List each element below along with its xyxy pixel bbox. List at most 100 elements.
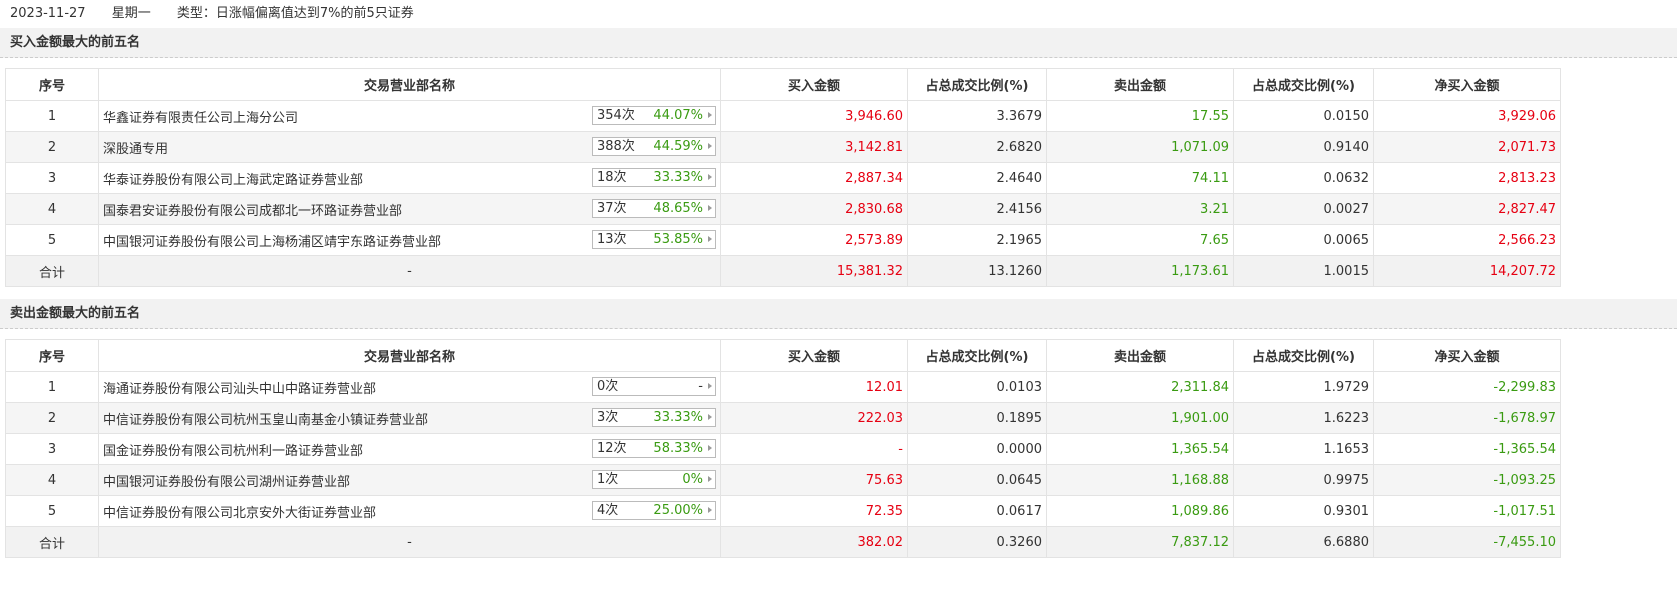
value-cell: 0.0150 — [1233, 100, 1374, 132]
broker-name: 深股通专用 — [103, 141, 169, 157]
win-ratio: 25.00% — [653, 503, 703, 518]
listing-count: 354次 — [597, 108, 635, 123]
rank: 1 — [5, 371, 99, 403]
column-header: 卖出金额 — [1046, 339, 1234, 372]
value-cell: 0.9301 — [1233, 495, 1374, 527]
broker-name-cell: 深股通专用 388次 44.59% — [98, 131, 721, 163]
info-bar: 2023-11-27 星期一 类型：日涨幅偏离值达到7%的前5只证券 — [0, 0, 1677, 28]
header-row: 序号 交易营业部名称 买入金额 占总成交比例(%) 卖出金额 占总成交比例(%) 净买入金额 — [5, 68, 1561, 101]
tables: 买入金额最大的前五名 序号 交易营业部名称 买入金额 占总成交比例(%) 卖出金额 占总成交… — [0, 28, 1677, 570]
stats-badge[interactable]: 388次 44.59% — [592, 137, 716, 156]
value-cell: 1,365.54 — [1046, 433, 1234, 465]
arrow — [708, 143, 712, 149]
date: 2023-11-27 — [10, 6, 86, 21]
stats-badge[interactable]: 13次 53.85% — [592, 230, 716, 249]
column-header: 净买入金额 — [1373, 339, 1561, 372]
value-cell: 2,071.73 — [1373, 131, 1561, 163]
listing-count: 12次 — [597, 441, 627, 456]
arrow — [708, 445, 712, 451]
column-header: 净买入金额 — [1373, 68, 1561, 101]
total-cell: 14,207.72 — [1373, 255, 1561, 287]
listing-count: 18次 — [597, 170, 627, 185]
value-cell: 3,142.81 — [720, 131, 908, 163]
broker-name: 中国银河证券股份有限公司湖州证券营业部 — [103, 474, 351, 490]
stats-badge[interactable]: 1次 0% — [592, 470, 716, 489]
total-cell: 1,173.61 — [1046, 255, 1234, 287]
value-cell: 2.4156 — [907, 193, 1047, 225]
listing-count: 4次 — [597, 503, 619, 518]
value-cell: 3.3679 — [907, 100, 1047, 132]
value-cell: 2,813.23 — [1373, 162, 1561, 194]
win-ratio: 44.59% — [653, 139, 703, 154]
value-cell: 2,311.84 — [1046, 371, 1234, 403]
listing-count: 37次 — [597, 201, 627, 216]
data-row: 4 中国银河证券股份有限公司湖州证券营业部 1次 0% 75.63 0.0645 1,168… — [5, 464, 1561, 496]
value-cell: 72.35 — [720, 495, 908, 527]
data-table: 序号 交易营业部名称 买入金额 占总成交比例(%) 卖出金额 占总成交比例(%) 净买入金额… — [5, 68, 1561, 287]
stats-badge[interactable]: 0次 - — [592, 377, 716, 396]
rank: 1 — [5, 100, 99, 132]
arrow — [708, 174, 712, 180]
column-header: 交易营业部名称 — [98, 68, 721, 101]
column-header: 买入金额 — [720, 68, 908, 101]
total-cell: 6.6880 — [1233, 526, 1374, 558]
column-header: 买入金额 — [720, 339, 908, 372]
value-cell: 2,573.89 — [720, 224, 908, 256]
value-cell: 0.0617 — [907, 495, 1047, 527]
total-row: 合计 -382.02 0.3260 7,837.12 6.6880 -7,455.10 — [5, 526, 1561, 558]
value-cell: 2,830.68 — [720, 193, 908, 225]
value-cell: -1,093.25 — [1373, 464, 1561, 496]
arrow — [708, 414, 712, 420]
value-cell: 75.63 — [720, 464, 908, 496]
listing-count: 0次 — [597, 379, 619, 394]
total-cell: 合计 — [5, 526, 99, 558]
value-cell: -1,365.54 — [1373, 433, 1561, 465]
total-cell: 15,381.32 — [720, 255, 908, 287]
broker-name: 中国银河证券股份有限公司上海杨浦区靖宇东路证券营业部 — [103, 234, 442, 250]
win-ratio: 53.85% — [653, 232, 703, 247]
value-cell: 2,566.23 — [1373, 224, 1561, 256]
arrow — [708, 205, 712, 211]
win-ratio: 33.33% — [653, 410, 703, 425]
data-row: 3 国金证券股份有限公司杭州利一路证券营业部 12次 58.33% -0.0000 1,3… — [5, 433, 1561, 465]
value-cell: 1,901.00 — [1046, 402, 1234, 434]
column-header: 序号 — [5, 68, 99, 101]
win-ratio: - — [698, 379, 703, 394]
rank: 4 — [5, 193, 99, 225]
stats-badge[interactable]: 3次 33.33% — [592, 408, 716, 427]
value-cell: 17.55 — [1046, 100, 1234, 132]
broker-name-cell: 中信证券股份有限公司北京安外大街证券营业部 4次 25.00% — [98, 495, 721, 527]
total-cell: 7,837.12 — [1046, 526, 1234, 558]
value-cell: 7.65 — [1046, 224, 1234, 256]
stats-badge[interactable]: 354次 44.07% — [592, 106, 716, 125]
win-ratio: 44.07% — [653, 108, 703, 123]
broker-name-cell: 中信证券股份有限公司杭州玉皇山南基金小镇证券营业部 3次 33.33% — [98, 402, 721, 434]
rank: 2 — [5, 131, 99, 163]
stats-badge[interactable]: 4次 25.00% — [592, 501, 716, 520]
value-cell: 2.1965 — [907, 224, 1047, 256]
data-row: 3 华泰证券股份有限公司上海武定路证券营业部 18次 33.33% 2,887.34 2.… — [5, 162, 1561, 194]
broker-name: 华泰证券股份有限公司上海武定路证券营业部 — [103, 172, 364, 188]
win-ratio: 0% — [682, 472, 703, 487]
total-cell: 0.3260 — [907, 526, 1047, 558]
data-row: 4 国泰君安证券股份有限公司成都北一环路证券营业部 37次 48.65% 2,830.6… — [5, 193, 1561, 225]
broker-name: 中信证券股份有限公司北京安外大街证券营业部 — [103, 505, 377, 521]
stats-badge[interactable]: 18次 33.33% — [592, 168, 716, 187]
broker-name: 国泰君安证券股份有限公司成都北一环路证券营业部 — [103, 203, 403, 219]
arrow — [708, 507, 712, 513]
broker-name-cell: 华泰证券股份有限公司上海武定路证券营业部 18次 33.33% — [98, 162, 721, 194]
value-cell: 1,089.86 — [1046, 495, 1234, 527]
total-cell: - — [98, 255, 721, 287]
stats-badge[interactable]: 37次 48.65% — [592, 199, 716, 218]
stats-badge[interactable]: 12次 58.33% — [592, 439, 716, 458]
arrow — [708, 476, 712, 482]
broker-name-cell: 华鑫证券有限责任公司上海分公司 354次 44.07% — [98, 100, 721, 132]
value-cell: -2,299.83 — [1373, 371, 1561, 403]
value-cell: - — [720, 433, 908, 465]
arrow — [708, 383, 712, 389]
rank: 3 — [5, 433, 99, 465]
weekday: 星期一 — [111, 6, 151, 21]
arrow — [708, 112, 712, 118]
column-header: 占总成交比例(%) — [1233, 68, 1374, 101]
